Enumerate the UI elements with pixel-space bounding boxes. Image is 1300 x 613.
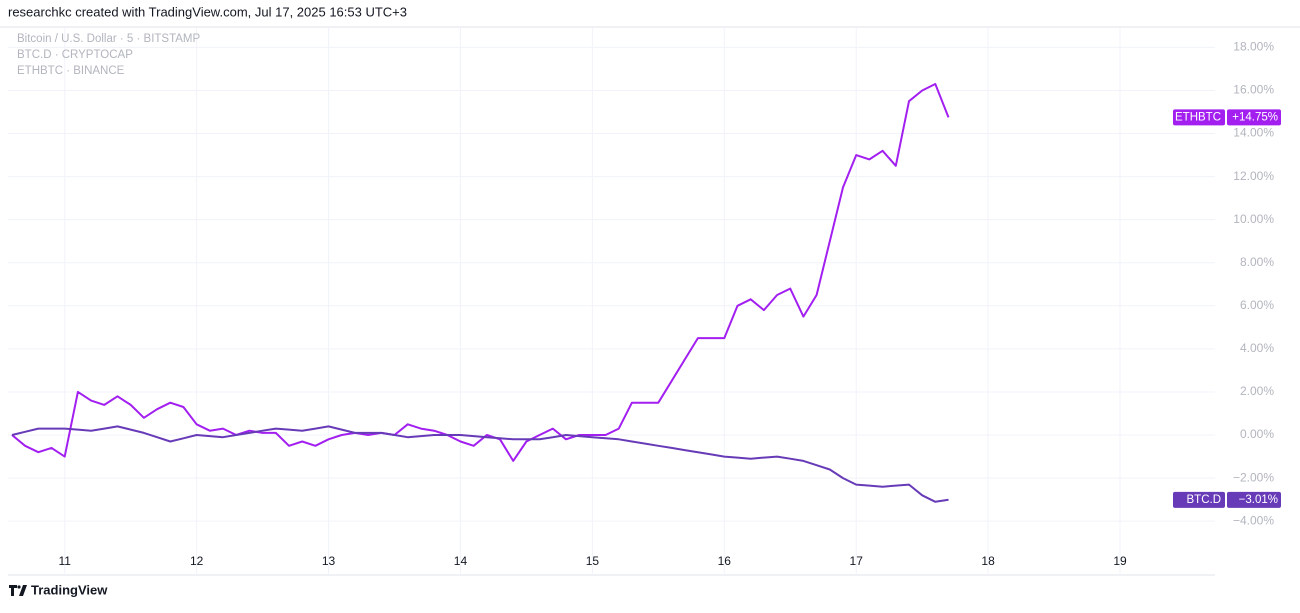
- tag-value: −3.01%: [1239, 494, 1278, 506]
- line: [11, 425, 949, 503]
- tag-value: +14.75%: [1232, 111, 1278, 123]
- legend-item: Bitcoin / U.S. Dollar · 5 · BITSTAMP: [17, 33, 201, 45]
- tag-bg: [1173, 109, 1225, 126]
- line: [11, 83, 950, 462]
- x-tick-label: 18: [981, 554, 995, 568]
- tag-value-bg: [1227, 491, 1281, 508]
- y-tick-label: 4.00%: [1240, 341, 1274, 355]
- last-value-tag: BTC.D −3.01%: [1173, 491, 1281, 508]
- header: researchkc created with TradingView.com,…: [8, 4, 407, 19]
- y-tick-label: 0.00%: [1240, 427, 1274, 441]
- tag-value-bg: [1227, 109, 1281, 126]
- y-tick-label: −4.00%: [1233, 513, 1274, 527]
- tag-name: BTC.D: [1187, 494, 1222, 506]
- legend-item: ETHBTC · BINANCE: [17, 65, 125, 77]
- x-tick-label: 11: [58, 554, 71, 568]
- tag-bg: [1173, 491, 1225, 508]
- logo: [9, 585, 27, 596]
- x-tick-label: 16: [718, 554, 732, 568]
- x-tick-label: 17: [850, 554, 864, 568]
- legend-item: BTC.D · CRYPTOCAP: [17, 49, 133, 61]
- tag-name: ETHBTC: [1175, 111, 1221, 123]
- y-tick-label: −2.00%: [1233, 470, 1274, 484]
- x-tick-label: 14: [454, 554, 468, 568]
- y-tick-label: 10.00%: [1233, 212, 1274, 226]
- y-tick-label: 8.00%: [1240, 255, 1274, 269]
- y-tick-label: 16.00%: [1233, 83, 1274, 97]
- y-tick-label: 6.00%: [1240, 298, 1274, 312]
- footer-brand: TradingView: [31, 582, 108, 597]
- x-tick-label: 15: [586, 554, 600, 568]
- x-tick-label: 12: [190, 554, 204, 568]
- x-tick-label: 13: [322, 554, 336, 568]
- y-tick-label: 14.00%: [1233, 126, 1274, 140]
- y-tick-label: 18.00%: [1233, 40, 1274, 54]
- x-tick-label: 19: [1113, 554, 1127, 568]
- last-value-tag: ETHBTC +14.75%: [1173, 109, 1281, 126]
- y-tick-label: 2.00%: [1240, 384, 1274, 398]
- y-tick-label: 12.00%: [1233, 169, 1274, 183]
